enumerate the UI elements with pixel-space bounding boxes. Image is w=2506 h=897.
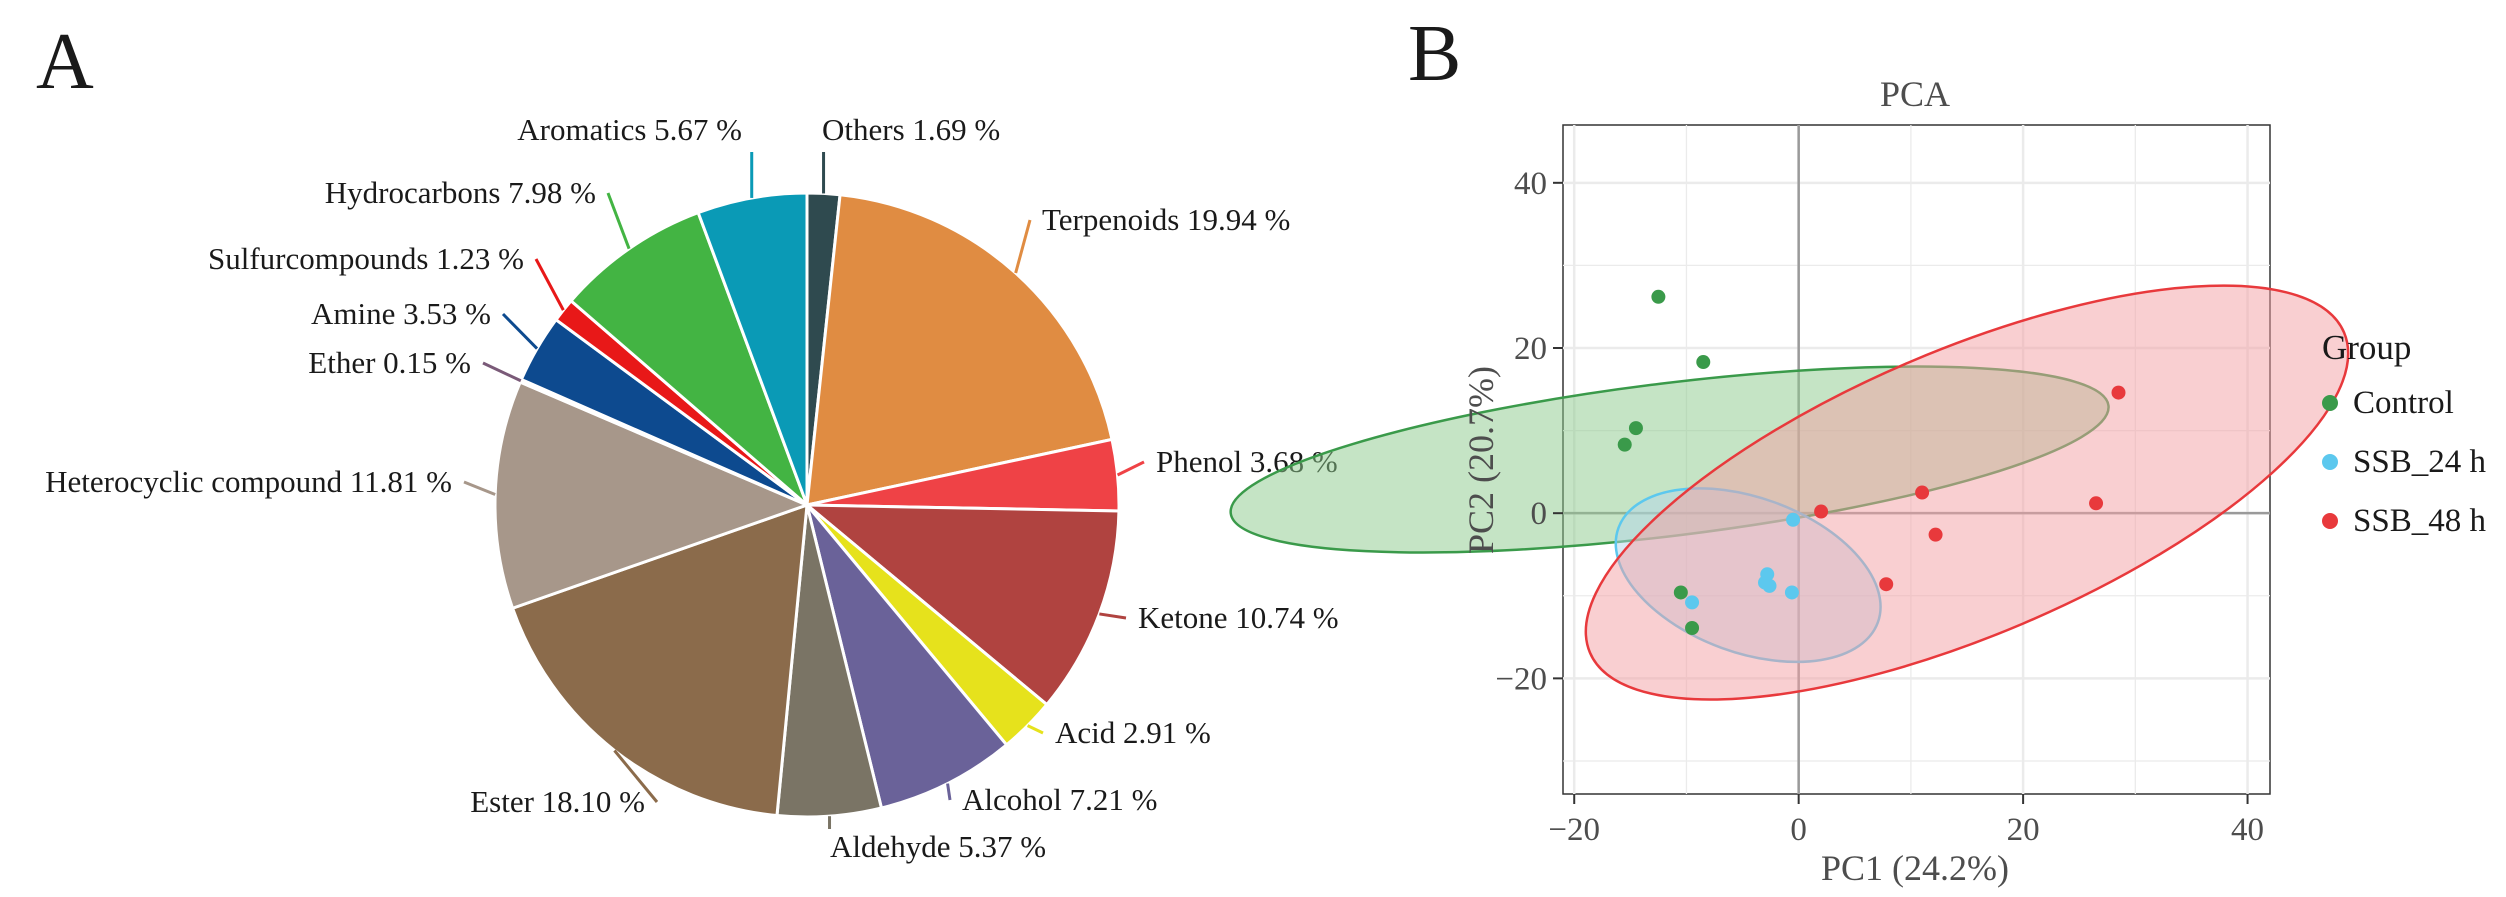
- ellipse-ssb-48-h: [1584, 284, 2350, 701]
- panel-a-letter: A: [36, 18, 94, 106]
- legend-key-ssb-24-h: [2322, 454, 2338, 470]
- pie-slice-aromatics: [696, 191, 809, 506]
- confidence-ellipses: [1229, 284, 2350, 701]
- pca-scatter-chart: PCA −20 0 20 40 −20 0 20 40 PC1 (24.2%) PC2 (20…: [1229, 74, 2486, 888]
- pie-chart: Others 1.69 %Terpenoids 19.94 %Phenol 3.…: [45, 112, 1338, 864]
- pie-slice-hydrocarbons: [568, 210, 809, 507]
- pie-label-ester: Ester 18.10 %: [470, 784, 645, 819]
- pie-slices: [493, 191, 1121, 819]
- pie-label-ether: Ether 0.15 %: [308, 345, 471, 380]
- legend-title: Group: [2322, 328, 2411, 367]
- leader-line-alcohol: [946, 783, 952, 801]
- pie-slice-heterocyclic-compound: [493, 380, 812, 611]
- point-ssb-24-h-1: [1786, 512, 1801, 527]
- pie-label-amine: Amine 3.53 %: [311, 296, 491, 331]
- leader-line-heterocyclic-compound: [463, 480, 496, 496]
- point-ssb-48-h-5: [1814, 504, 1829, 519]
- leader-line-amine: [501, 312, 539, 350]
- leader-line-hydrocarbons: [606, 192, 631, 250]
- pie-label-hydrocarbons: Hydrocarbons 7.98 %: [325, 175, 596, 210]
- legend-key-ssb-48-h: [2322, 513, 2338, 529]
- data-points: [1617, 289, 2126, 635]
- x-tick-label: −20: [1548, 812, 1600, 848]
- leader-line-ketone: [1099, 612, 1127, 620]
- point-ssb-48-h-6: [1879, 577, 1894, 592]
- legend: Group Control SSB_24 h SSB_48 h: [2322, 328, 2486, 539]
- pie-label-aldehyde: Aldehyde 5.37 %: [830, 829, 1046, 864]
- y-tick-label: −20: [1495, 661, 1547, 697]
- point-ssb-48-h-3: [1915, 485, 1930, 500]
- pie-label-acid: Acid 2.91 %: [1055, 715, 1211, 750]
- point-control-6: [1685, 620, 1700, 635]
- leader-line-sulfurcompounds: [534, 258, 565, 311]
- point-control-3: [1628, 421, 1643, 436]
- leader-line-acid: [1026, 724, 1044, 735]
- pca-title: PCA: [1880, 74, 1950, 114]
- legend-label-control: Control: [2353, 385, 2454, 421]
- pie-label-ketone: Ketone 10.74 %: [1138, 600, 1339, 635]
- leader-line-terpenoids: [1014, 219, 1032, 274]
- point-control-5: [1673, 585, 1688, 600]
- leader-line-ether: [482, 361, 522, 383]
- pie-label-sulfurcompounds: Sulfurcompounds 1.23 %: [208, 241, 524, 276]
- pie-label-alcohol: Alcohol 7.21 %: [962, 782, 1157, 817]
- point-ssb-48-h-1: [2111, 385, 2126, 400]
- point-control-4: [1617, 437, 1632, 452]
- y-tick-label: 40: [1514, 166, 1547, 202]
- leader-line-phenol: [1116, 460, 1145, 477]
- point-ssb-24-h-6: [1685, 595, 1700, 610]
- point-ssb-24-h-4: [1762, 578, 1777, 593]
- point-ssb-48-h-4: [1928, 527, 1943, 542]
- point-ssb-48-h-2: [2089, 496, 2104, 511]
- pie-labels: Others 1.69 %Terpenoids 19.94 %Phenol 3.…: [45, 112, 1338, 864]
- x-tick-label: 0: [1790, 812, 1807, 848]
- leader-line-ester: [613, 749, 659, 803]
- x-tick-label: 20: [2007, 812, 2040, 848]
- legend-label-ssb-24-h: SSB_24 h: [2353, 444, 2486, 480]
- x-tick-label: 40: [2231, 812, 2264, 848]
- pie-label-aromatics: Aromatics 5.67 %: [517, 112, 742, 147]
- y-tick-label: 0: [1531, 496, 1548, 532]
- panel-b-letter: B: [1408, 10, 1461, 98]
- pie-label-terpenoids: Terpenoids 19.94 %: [1042, 202, 1290, 237]
- pie-label-others: Others 1.69 %: [822, 112, 1000, 147]
- legend-key-control: [2322, 395, 2338, 411]
- y-axis-title: PC2 (20.7%): [1461, 366, 1501, 554]
- pie-leader-lines: [463, 152, 1145, 829]
- y-tick-label: 20: [1514, 331, 1547, 367]
- x-axis-title: PC1 (24.2%): [1821, 848, 2009, 888]
- point-control-1: [1651, 289, 1666, 304]
- pie-label-heterocyclic-compound: Heterocyclic compound 11.81 %: [45, 464, 452, 499]
- pie-slice-ketone: [802, 503, 1121, 707]
- legend-label-ssb-48-h: SSB_48 h: [2353, 503, 2486, 539]
- pie-slice-terpenoids: [805, 193, 1114, 507]
- point-control-2: [1696, 355, 1711, 370]
- point-ssb-24-h-5: [1784, 585, 1799, 600]
- axis-ticks: −20 0 20 40 −20 0 20 40: [1495, 166, 2264, 848]
